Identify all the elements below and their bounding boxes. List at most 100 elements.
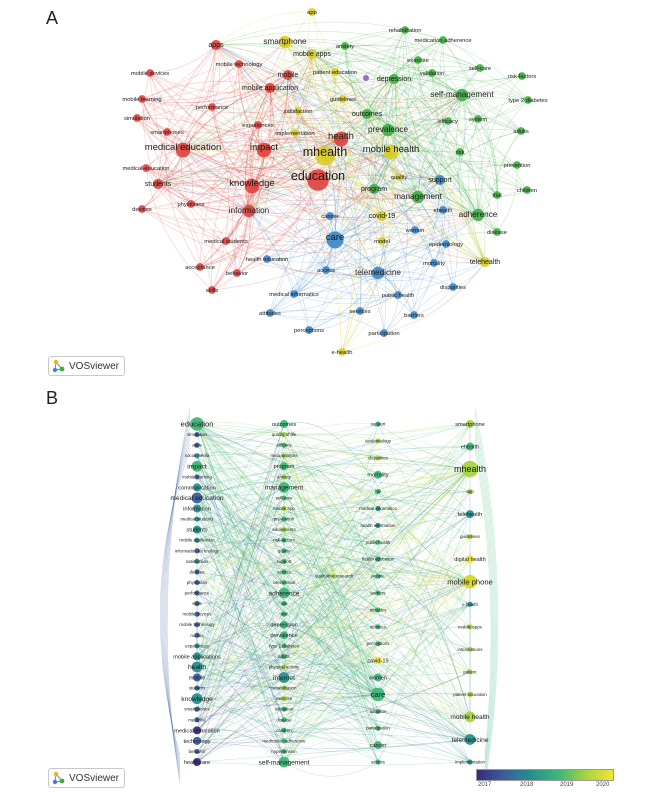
label-b-mobile-technology: mobile technology <box>179 622 215 627</box>
node-b-medicine <box>194 717 200 723</box>
label-b-access: access <box>371 760 385 765</box>
node-b-trial <box>281 611 287 617</box>
label-b-depression: depression <box>270 623 297 629</box>
node-b-disease <box>281 717 287 723</box>
node-perceptions <box>305 326 313 334</box>
node-b-physical-activity <box>281 664 287 670</box>
node-b-attitudes <box>375 607 381 613</box>
label-patient-education: patient education <box>313 70 357 76</box>
label-b-validation: validation <box>275 707 294 712</box>
label-trial: trial <box>492 193 501 199</box>
label-medical-students: medical students <box>204 239 248 245</box>
label-b-perceptions: perceptions <box>367 641 391 646</box>
node-mobile-devices <box>146 69 154 77</box>
node-b-mobile-apps <box>467 624 473 630</box>
label-b-epidemiology: epidemiology <box>365 438 392 443</box>
node-efficacy <box>444 117 452 125</box>
node-medical-education <box>142 164 150 172</box>
node-access <box>322 266 330 274</box>
label-mobile-devices: mobile devices <box>131 71 169 77</box>
label-b-adoption: adoption <box>370 709 387 714</box>
vosviewer-badge-a: VOSviewer <box>48 356 126 376</box>
label-health: health <box>328 131 354 142</box>
node-b-mobile-phone <box>463 574 477 589</box>
node-health-education <box>263 255 271 263</box>
label-disparities: disparities <box>440 285 466 291</box>
label-b-hypertension: hypertension <box>271 749 297 754</box>
node-b-patient-education <box>467 691 473 697</box>
node-b-risk-factors <box>281 537 287 543</box>
node-model <box>378 237 386 245</box>
node-performance <box>208 103 216 111</box>
node-b-nurses <box>194 632 200 638</box>
label-b-quality: quality <box>278 548 291 553</box>
node-b-services <box>375 624 381 630</box>
label-adults: adults <box>513 129 529 135</box>
node-e-health <box>338 348 346 356</box>
node-b-participation <box>375 725 381 731</box>
label-self-care: self-care <box>469 66 491 72</box>
node-b-mobile-application <box>194 537 200 543</box>
label-b-outcomes: outcomes <box>272 422 296 428</box>
label-b-app: app <box>466 489 474 494</box>
label-depression: depression <box>377 76 411 83</box>
label-information: information <box>229 206 270 215</box>
label-physicians: physicians <box>177 202 204 208</box>
node-b-disparities <box>375 455 381 461</box>
label-b-health-education: health education <box>362 557 395 562</box>
node-anxiety <box>341 42 349 50</box>
label-impact: impact <box>250 142 278 153</box>
label-e-health: e-health <box>332 350 353 356</box>
label-medical-education: medical education <box>145 142 222 153</box>
label-efficacy: efficacy <box>438 119 458 125</box>
node-services <box>356 307 364 315</box>
label-b-cancer: cancer <box>370 743 387 749</box>
node-impact <box>256 142 272 158</box>
node-b-telemedicine <box>464 734 476 745</box>
node-b-knowledge <box>191 693 203 705</box>
label-mobile-technology: mobile technology <box>216 62 263 68</box>
node-b-exercise <box>281 696 287 702</box>
node-type-2-diabetes <box>524 96 532 104</box>
label-epidemiology: epidemiology <box>429 242 463 248</box>
node-risk <box>456 148 464 156</box>
node-b-digital-health <box>466 555 474 564</box>
label-b-knowledge: knowledge <box>181 696 213 703</box>
colorbar-tick: 2017 <box>478 782 492 788</box>
node-b-smartphones <box>194 706 200 712</box>
label-b-children: children <box>276 728 292 733</box>
label-b-mobile-phone: mobile phone <box>447 577 493 586</box>
node-b-technology <box>193 736 201 745</box>
node-apps <box>210 39 222 51</box>
label-b-prevention: prevention <box>274 517 295 522</box>
label-anxiety: anxiety <box>336 44 354 50</box>
node-medical-informatics <box>290 290 298 298</box>
label-prevalence: prevalence <box>368 125 409 134</box>
label-outcomes: outcomes <box>352 111 383 118</box>
label-risk: risk <box>455 150 464 156</box>
node-b-anxiety <box>281 474 287 480</box>
label-mobile-health: mobile health <box>363 144 420 155</box>
label-b-support: support <box>277 559 292 564</box>
node-ehealth <box>439 206 447 214</box>
label-b-smartphone: smartphone <box>455 422 485 428</box>
node-b-health-education <box>375 556 381 562</box>
node-prevalence <box>381 123 395 137</box>
label-b-simulation: simulation <box>187 432 207 437</box>
node-b-depression <box>280 620 288 629</box>
node-outcomes <box>361 108 373 120</box>
node-b-quality-of-life <box>281 431 287 438</box>
node-mortality <box>430 259 438 267</box>
label-b-management: management <box>265 485 304 492</box>
label-b-self-management: self-management <box>259 759 310 766</box>
node-b-adherence <box>278 587 290 599</box>
label-b-guidelines: guidelines <box>460 534 481 539</box>
label-medical-informatics: medical informatics <box>269 292 319 298</box>
node-b-guidelines <box>467 534 473 540</box>
node-b-meta-analysis <box>281 453 287 459</box>
label-b-internet: internet <box>273 675 295 682</box>
node-b-devices <box>194 569 200 575</box>
node-b-support <box>281 558 287 564</box>
label-b-medical-students: medical students <box>181 517 215 522</box>
label-b-implementation: implementation <box>455 760 485 765</box>
